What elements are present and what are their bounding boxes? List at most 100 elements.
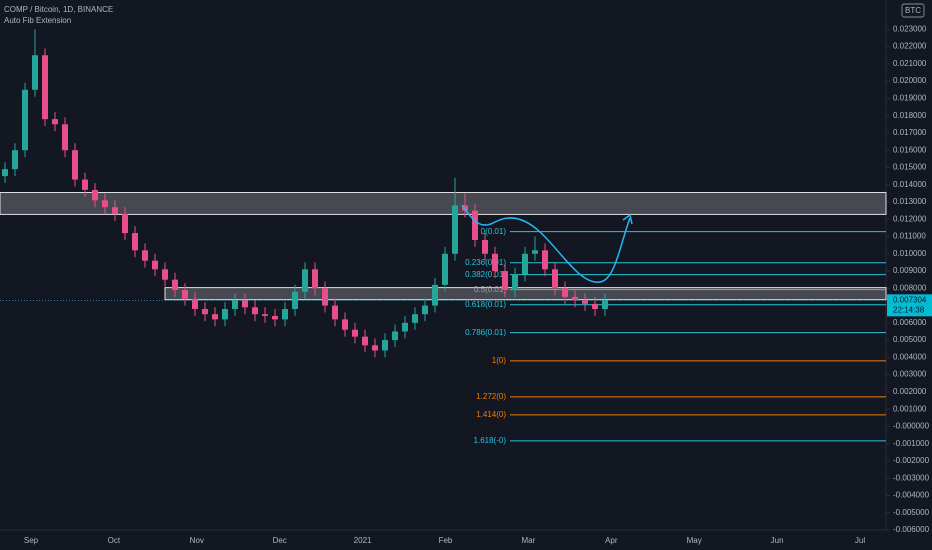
candle-body [522,253,528,275]
candle-body [362,336,368,346]
fib-label: 0.618(0.01) [465,300,506,309]
y-tick-label: 0.023000 [893,24,927,33]
candle-body [162,269,168,280]
fib-label: 1(0) [492,356,507,365]
y-tick-label: -0.002000 [893,456,930,465]
candle-body [472,210,478,240]
candle-body [82,179,88,190]
y-tick-label: 0.020000 [893,76,927,85]
x-tick-label: 2021 [354,536,372,545]
currency-badge[interactable] [901,3,925,18]
fib-label: 0.786(0.01) [465,328,506,337]
candle-body [392,331,398,341]
y-tick-label: 0.022000 [893,42,927,51]
candle-body [212,314,218,320]
candle-body [182,290,188,299]
x-tick-label: May [687,536,702,545]
fib-label: 0.382(0.01) [465,270,506,279]
fib-label: 1.414(0) [476,410,506,419]
candle-body [322,288,328,306]
y-tick-label: 0.004000 [893,352,927,361]
y-tick-label: 0.009000 [893,266,927,275]
y-tick-label: 0.016000 [893,145,927,154]
candle-body [562,288,568,297]
candle-body [72,150,78,180]
y-tick-label: 0.015000 [893,163,927,172]
candle-body [572,296,578,301]
candle-body [372,345,378,351]
candle-body [412,314,418,323]
zone [0,191,887,215]
candle-body [132,233,138,251]
x-tick-label: Jun [771,536,784,545]
candle-body [262,314,268,316]
y-tick-label: 0.010000 [893,249,927,258]
candle-body [482,239,488,254]
y-tick-label: -0.004000 [893,491,930,500]
last-price-box [887,294,932,317]
candle-body [102,200,108,208]
x-tick-label: Oct [108,536,121,545]
x-tick-label: Sep [24,536,39,545]
indicator-name: Auto Fib Extension [4,16,71,25]
x-tick-label: Nov [190,536,204,545]
y-tick-label: 0.018000 [893,111,927,120]
candle-body [232,300,238,310]
candle-body [112,207,118,215]
zone [164,287,887,301]
candle-body [422,305,428,315]
last-price-label: 0.007304 [893,295,927,304]
candle-body [252,307,258,315]
candle-body [582,300,588,304]
candle-body [452,205,458,254]
y-tick-label: 0.012000 [893,214,927,223]
candle-body [12,150,18,170]
x-tick-label: Mar [522,536,536,545]
candle-body [92,189,98,201]
candle-body [192,298,198,310]
candle-body [302,269,308,292]
y-tick-label: 0.019000 [893,94,927,103]
x-tick-label: Dec [273,536,287,545]
candle-body [222,309,228,320]
candle-body [442,253,448,285]
fib-label: 0.236(0.01) [465,258,506,267]
y-tick-label: 0.021000 [893,59,927,68]
chart-title: COMP / Bitcoin, 1D, BINANCE [4,5,113,14]
y-tick-label: -0.003000 [893,473,930,482]
candle-body [382,340,388,351]
candle-body [542,250,548,270]
candle-body [602,300,608,310]
x-tick-label: Feb [439,536,453,545]
y-tick-label: 0.001000 [893,404,927,413]
x-tick-label: Apr [605,536,618,545]
candle-body [402,322,408,332]
candle-body [142,250,148,261]
candle-body [532,250,538,254]
y-tick-label: 0.008000 [893,283,927,292]
fib-label: 1.618(-0) [474,436,507,445]
candle-body [152,260,158,270]
y-tick-label: 0.011000 [893,232,926,241]
candle-body [172,279,178,291]
y-tick-label: 0.006000 [893,318,927,327]
plot: 0.023000 0.022000 0.021000 0.020000 0.019000… [0,24,930,545]
candle-body [2,169,8,177]
countdown-label: 22:14:38 [893,305,925,314]
candle-body [332,305,338,320]
y-tick-label: 0.013000 [893,197,927,206]
fib-label: 0(0.01) [481,227,507,236]
candle-body [42,55,48,120]
currency-label: BTC [905,6,921,15]
y-tick-label: 0.005000 [893,335,927,344]
y-tick-label: 0.002000 [893,387,927,396]
candle-body [282,309,288,320]
candle-body [592,303,598,310]
candle-body [312,269,318,289]
fib-label: 1.272(0) [476,392,506,401]
candle-body [272,315,278,320]
candle-body [32,55,38,90]
candle-body [352,329,358,337]
